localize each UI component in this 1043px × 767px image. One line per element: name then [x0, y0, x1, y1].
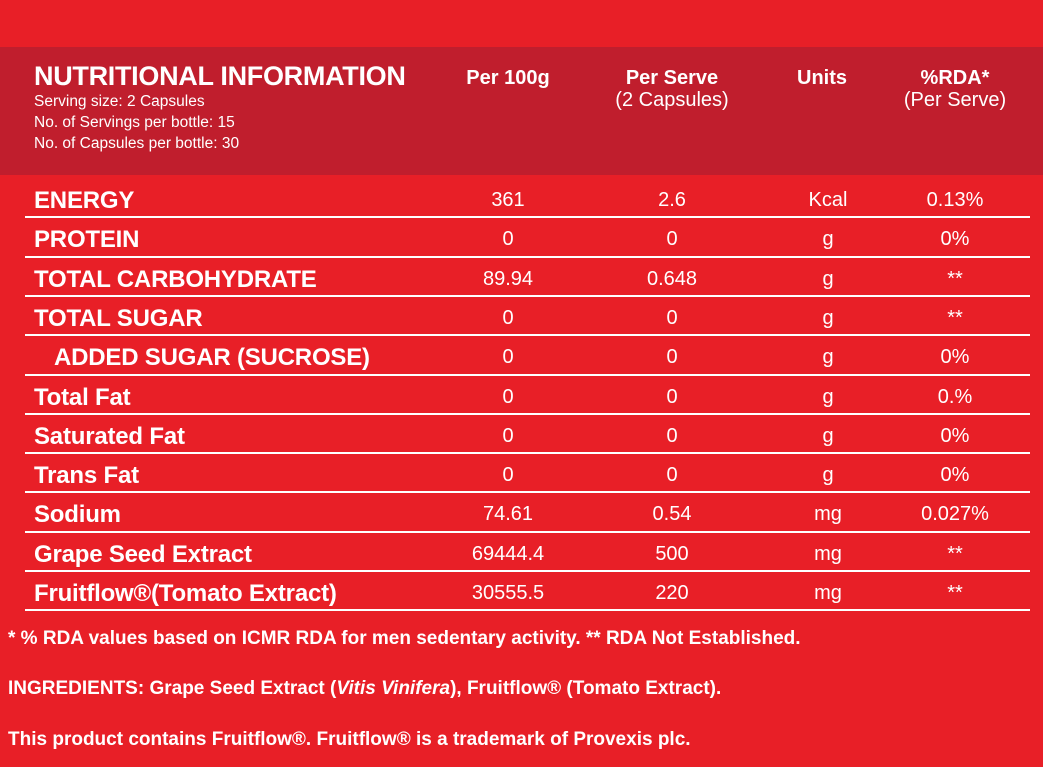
cell: 0%: [940, 346, 970, 369]
title: NUTRITIONAL INFORMATION: [34, 61, 406, 91]
cell: 0: [502, 306, 514, 329]
serving-line: No. of Servings per bottle: 15: [34, 114, 235, 131]
row-label: PROTEIN: [34, 226, 140, 254]
row-label: Grape Seed Extract: [34, 540, 252, 568]
cell: mg: [814, 582, 842, 604]
row-divider: [25, 530, 1030, 533]
row-label: Sodium: [34, 501, 121, 529]
ingredients-text: ), Fruitflow® (Tomato Extract).: [450, 678, 722, 699]
cell: mg: [814, 542, 842, 565]
cell: 0: [502, 385, 514, 408]
row-divider: [25, 491, 1030, 494]
cell: g: [822, 346, 834, 369]
row-label: TOTAL SUGAR: [34, 304, 203, 332]
cell: 0.648: [646, 267, 698, 290]
cell: 0: [502, 346, 514, 369]
row-label: Total Fat: [34, 383, 131, 411]
column-header: Units: [742, 67, 902, 89]
trademark: This product contains Fruitflow®. Fruitf…: [8, 729, 691, 750]
cell: g: [822, 267, 834, 290]
cell: 361: [491, 189, 525, 211]
cell: 0%: [940, 424, 970, 447]
row-label: TOTAL CARBOHYDRATE: [34, 265, 317, 293]
column-label: Per 100g: [466, 67, 550, 89]
row-divider: [25, 294, 1030, 297]
cell: **: [947, 542, 963, 565]
table-row: TOTAL CARBOHYDRATE 89.94 0.648 g **: [0, 260, 1043, 299]
cell: 0: [666, 306, 678, 329]
cell: 0: [502, 424, 514, 447]
cell: 0: [502, 228, 514, 251]
row-label: Saturated Fat: [34, 422, 185, 450]
cell: **: [947, 306, 963, 329]
cell: 69444.4: [471, 542, 545, 565]
cell: Kcal: [808, 189, 848, 211]
cell: g: [822, 228, 834, 251]
cell: **: [947, 267, 963, 290]
column-label: Units: [797, 67, 847, 89]
table-row: Sodium 74.61 0.54 mg 0.027%: [0, 495, 1043, 534]
cell: 0%: [940, 464, 970, 487]
row-divider: [25, 334, 1030, 337]
ingredients-italic: Vitis Vinifera: [336, 678, 451, 699]
cell: 74.61: [482, 503, 534, 526]
cell: 0: [666, 464, 678, 487]
footnote: * % RDA values based on ICMR RDA for men…: [8, 628, 801, 649]
cell: 89.94: [482, 267, 534, 290]
table-row: Saturated Fat 0 0 g 0%: [0, 417, 1043, 456]
cell: g: [822, 385, 834, 408]
row-divider: [25, 216, 1030, 219]
cell: 0.13%: [926, 189, 984, 211]
table-row: Total Fat 0 0 g 0.%: [0, 378, 1043, 417]
cell: 0: [666, 346, 678, 369]
row-divider: [25, 373, 1030, 376]
cell: **: [947, 582, 963, 604]
cell: mg: [814, 503, 842, 526]
column-sub: (Per Serve): [903, 89, 1007, 111]
column-sub: (2 Capsules): [615, 89, 729, 111]
row-label: ADDED SUGAR (SUCROSE): [54, 344, 370, 372]
table-row: PROTEIN 0 0 g 0%: [0, 220, 1043, 259]
row-divider: [25, 570, 1030, 572]
cell: 0.54: [652, 503, 692, 526]
row-label: Trans Fat: [34, 462, 139, 490]
row-divider: [25, 452, 1030, 455]
row-divider: [25, 255, 1030, 258]
cell: g: [822, 464, 834, 487]
table-row: Trans Fat 0 0 g 0%: [0, 456, 1043, 495]
cell: 0: [666, 385, 678, 408]
cell: 0.027%: [921, 503, 989, 526]
serving-line: Serving size: 2 Capsules: [34, 93, 205, 110]
table-row: TOTAL SUGAR 0 0 g **: [0, 299, 1043, 338]
cell: g: [822, 424, 834, 447]
table-row: Fruitflow®(Tomato Extract) 30555.5 220 mg **: [0, 574, 1043, 613]
cell: 0: [502, 464, 514, 487]
cell: 0.%: [937, 385, 973, 408]
column-label: Per Serve: [625, 67, 719, 89]
cell: 0: [666, 424, 678, 447]
serving-line: No. of Capsules per bottle: 30: [34, 135, 240, 152]
cell: 220: [655, 582, 689, 604]
row-label: ENERGY: [34, 187, 135, 214]
row-label: Fruitflow®(Tomato Extract): [34, 580, 337, 607]
table-row: ADDED SUGAR (SUCROSE) 0 0 g 0%: [0, 338, 1043, 377]
row-divider: [25, 609, 1030, 612]
ingredients-text: INGREDIENTS: Grape Seed Extract (: [8, 678, 337, 699]
cell: 2.6: [658, 189, 686, 211]
cell: 0: [666, 228, 678, 251]
column-header: Per 100g: [428, 67, 588, 89]
row-divider: [25, 412, 1030, 415]
column-label: %RDA*: [920, 67, 990, 89]
column-header: %RDA* (Per Serve): [875, 67, 1035, 111]
cell: 0%: [940, 228, 970, 251]
ingredients: INGREDIENTS: Grape Seed Extract (Vitis V…: [8, 678, 721, 700]
table-row: Grape Seed Extract 69444.4 500 mg **: [0, 535, 1043, 574]
table-row: ENERGY 361 2.6 Kcal 0.13%: [0, 181, 1043, 220]
cell: 500: [655, 542, 689, 565]
header: NUTRITIONAL INFORMATION Serving size: 2 …: [0, 47, 1043, 175]
column-header: Per Serve (2 Capsules): [592, 67, 752, 111]
cell: 30555.5: [471, 582, 545, 604]
cell: g: [822, 306, 834, 329]
